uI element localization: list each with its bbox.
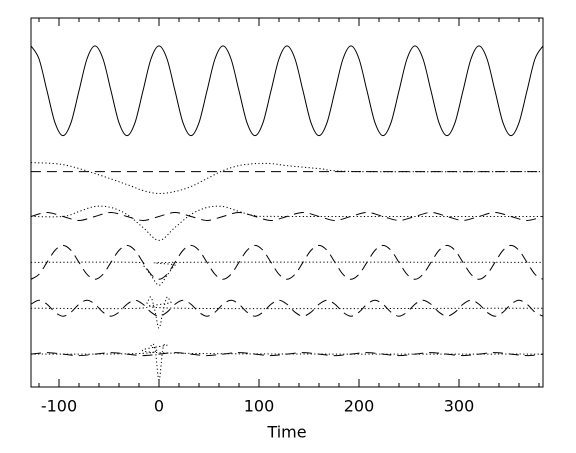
line-series (30, 244, 544, 280)
x-tick-label: 100 (244, 397, 275, 416)
line-series (30, 45, 544, 137)
plot-frame (30, 17, 544, 388)
x-tick-label: 0 (154, 397, 164, 416)
line-series (30, 352, 544, 357)
x-axis-label: Time (266, 423, 306, 442)
x-tick-label: -100 (41, 397, 77, 416)
line-series (30, 211, 544, 221)
line-series (30, 299, 544, 317)
line-series (30, 205, 544, 241)
x-tick-label: 300 (444, 397, 475, 416)
line-series (30, 162, 544, 195)
x-tick-label: 200 (344, 397, 375, 416)
line-series (30, 343, 544, 381)
line-series (30, 261, 544, 286)
